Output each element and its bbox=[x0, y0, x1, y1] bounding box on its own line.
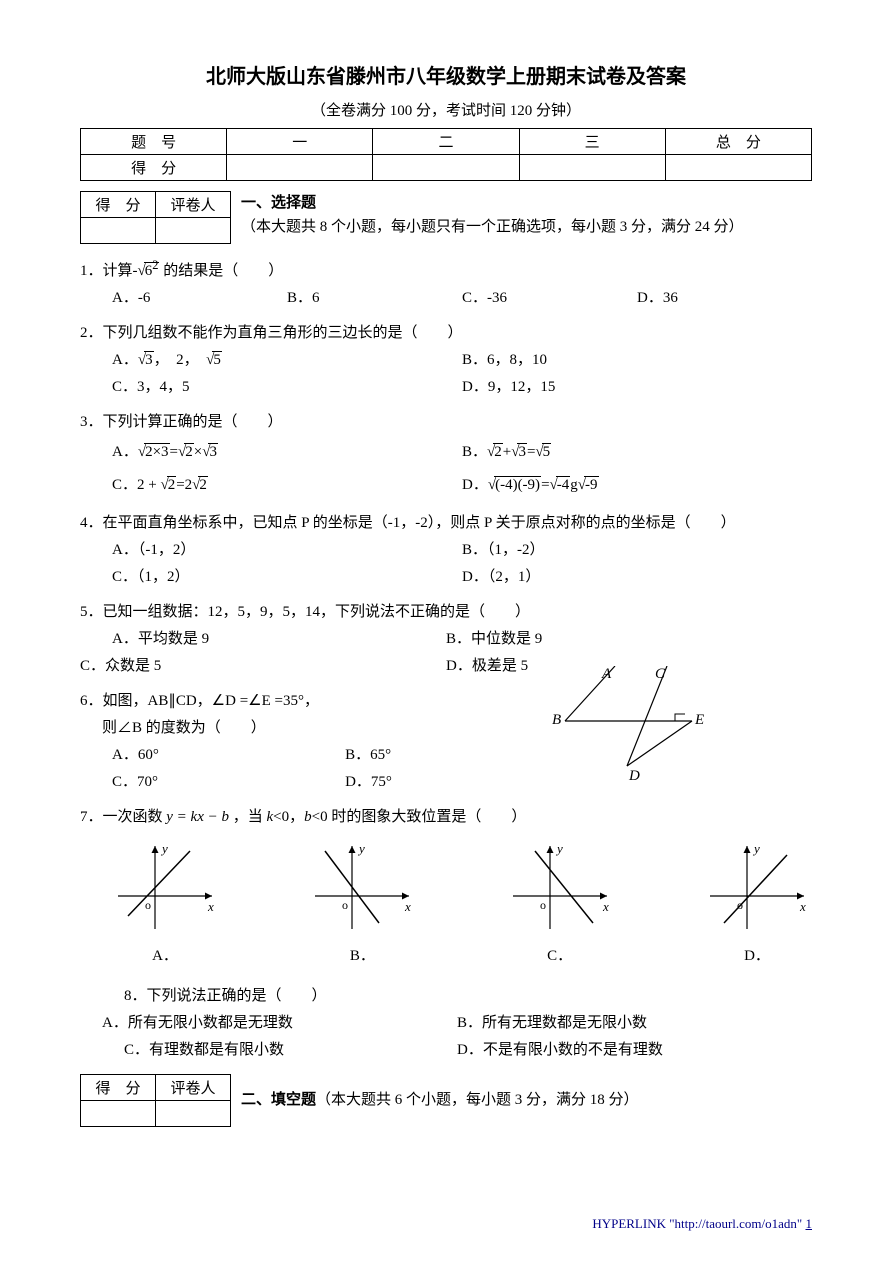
section2-label: 二、填空题 bbox=[241, 1092, 316, 1108]
q7-graph-A: x y o A． bbox=[110, 841, 220, 970]
question-1: 1．计算-62 的结果是（ ） A．-6 B．6 C．-36 D．36 bbox=[80, 254, 812, 312]
svg-text:x: x bbox=[207, 899, 214, 914]
grader2-cell bbox=[81, 1101, 156, 1127]
q4-A: A．（-1，2） bbox=[112, 537, 462, 564]
score-header-2: 二 bbox=[373, 129, 519, 155]
q5-A: A．平均数是 9 bbox=[80, 626, 446, 653]
score-header-0: 题 号 bbox=[81, 129, 227, 155]
svg-text:o: o bbox=[540, 898, 546, 912]
q3-stem: 3．下列计算正确的是（ ） bbox=[80, 409, 812, 436]
q3-B: B．2+3=5 bbox=[462, 436, 812, 469]
grader2-h2: 评卷人 bbox=[156, 1075, 231, 1101]
q2-C: C．3，4，5 bbox=[112, 374, 462, 401]
q1-B: B．6 bbox=[287, 285, 462, 312]
q2-B: B．6，8，10 bbox=[462, 347, 812, 374]
q1-stem2: 的结果是（ ） bbox=[159, 263, 283, 279]
question-7: 7．一次函数 y = kx − b ，当 k<0，b<0 时的图象大致位置是（ … bbox=[80, 804, 812, 975]
grader-cell bbox=[81, 218, 156, 244]
q7-graph-D: x y o D． bbox=[702, 841, 812, 970]
q2-D: D．9，12，15 bbox=[462, 374, 812, 401]
q8-D: D．不是有限小数的不是有理数 bbox=[457, 1037, 812, 1064]
footer: HYPERLINK "http://taourl.com/o1adn" 1 bbox=[592, 1216, 812, 1232]
q2-A: A．3， 2， 5 bbox=[112, 347, 462, 374]
q6-D: D．75° bbox=[345, 769, 578, 796]
q8-stem: 8．下列说法正确的是（ ） bbox=[80, 983, 812, 1010]
q4-D: D．（2，1） bbox=[462, 564, 812, 591]
svg-text:x: x bbox=[404, 899, 411, 914]
q3-D: D．(-4)(-9)=-4g-9 bbox=[462, 469, 812, 502]
q5-C: C．众数是 5 bbox=[80, 653, 446, 680]
score-header-1: 一 bbox=[227, 129, 373, 155]
svg-text:A: A bbox=[601, 666, 612, 682]
q8-B: B．所有无理数都是无限小数 bbox=[457, 1010, 812, 1037]
q5-B: B．中位数是 9 bbox=[446, 626, 812, 653]
svg-text:o: o bbox=[737, 898, 743, 912]
footer-text: HYPERLINK "http://taourl.com/o1adn" bbox=[592, 1216, 805, 1231]
svg-text:D: D bbox=[628, 768, 640, 784]
svg-text:x: x bbox=[799, 899, 806, 914]
q1-C: C．-36 bbox=[462, 285, 637, 312]
grader2-cell bbox=[156, 1101, 231, 1127]
q6-A: A．60° bbox=[112, 742, 345, 769]
q7-graph-B: x y o B． bbox=[307, 841, 417, 970]
score-cell bbox=[227, 155, 373, 181]
svg-text:y: y bbox=[160, 841, 168, 856]
q4-stem: 4．在平面直角坐标系中，已知点 P 的坐标是（-1，-2），则点 P 关于原点对… bbox=[80, 510, 812, 537]
page-title: 北师大版山东省滕州市八年级数学上册期末试卷及答案 bbox=[80, 60, 812, 89]
score-cell bbox=[665, 155, 811, 181]
q6-C: C．70° bbox=[112, 769, 345, 796]
score-table: 题 号 一 二 三 总 分 得 分 bbox=[80, 128, 812, 181]
q2-stem: 2．下列几组数不能作为直角三角形的三边长的是（ ） bbox=[80, 320, 812, 347]
svg-text:y: y bbox=[752, 841, 760, 856]
q7-D-label: D． bbox=[702, 943, 812, 970]
q6-B: B．65° bbox=[345, 742, 578, 769]
question-6: A C B E D 6．如图，AB∥CD，∠D =∠E =35°， 则∠B 的度… bbox=[80, 688, 812, 796]
q7-stem: 7．一次函数 y = kx − b ，当 k<0，b<0 时的图象大致位置是（ … bbox=[80, 804, 812, 831]
svg-text:B: B bbox=[552, 712, 561, 728]
svg-text:E: E bbox=[694, 712, 704, 728]
svg-text:C: C bbox=[655, 666, 666, 682]
subtitle: （全卷满分 100 分，考试时间 120 分钟） bbox=[80, 99, 812, 120]
q7-graph-C: x y o C． bbox=[505, 841, 615, 970]
q7-B-label: B． bbox=[307, 943, 417, 970]
question-3: 3．下列计算正确的是（ ） A．2×3=2×3 B．2+3=5 C．2 + 2=… bbox=[80, 409, 812, 502]
q3-A: A．2×3=2×3 bbox=[112, 436, 462, 469]
section2-desc: （本大题共 6 个小题，每小题 3 分，满分 18 分） bbox=[316, 1092, 639, 1108]
grader-table-2: 得 分 评卷人 bbox=[80, 1074, 231, 1127]
q6-figure: A C B E D bbox=[547, 666, 712, 784]
score-cell bbox=[519, 155, 665, 181]
svg-text:o: o bbox=[342, 898, 348, 912]
svg-text:o: o bbox=[145, 898, 151, 912]
question-2: 2．下列几组数不能作为直角三角形的三边长的是（ ） A．3， 2， 5 B．6，… bbox=[80, 320, 812, 401]
q7-C-label: C． bbox=[505, 943, 615, 970]
svg-text:x: x bbox=[602, 899, 609, 914]
q1-A: A．-6 bbox=[112, 285, 287, 312]
grader-cell bbox=[156, 218, 231, 244]
q5-stem: 5．已知一组数据：12，5，9，5，14，下列说法不正确的是（ ） bbox=[80, 599, 812, 626]
q4-C: C．（1，2） bbox=[112, 564, 462, 591]
question-8: 8．下列说法正确的是（ ） A．所有无限小数都是无理数 B．所有无理数都是无限小… bbox=[80, 983, 812, 1064]
score-header-4: 总 分 bbox=[665, 129, 811, 155]
grader-h1: 得 分 bbox=[81, 192, 156, 218]
grader-table: 得 分 评卷人 bbox=[80, 191, 231, 244]
section1-desc: （本大题共 8 个小题，每小题只有一个正确选项，每小题 3 分，满分 24 分） bbox=[241, 219, 744, 235]
q7-A-label: A． bbox=[110, 943, 220, 970]
svg-text:y: y bbox=[357, 841, 365, 856]
score-header-3: 三 bbox=[519, 129, 665, 155]
grader2-h1: 得 分 bbox=[81, 1075, 156, 1101]
section1-label: 一、选择题 bbox=[241, 195, 316, 211]
grader-h2: 评卷人 bbox=[156, 192, 231, 218]
q8-A: A．所有无限小数都是无理数 bbox=[102, 1010, 457, 1037]
footer-page: 1 bbox=[806, 1216, 813, 1231]
question-4: 4．在平面直角坐标系中，已知点 P 的坐标是（-1，-2），则点 P 关于原点对… bbox=[80, 510, 812, 591]
q1-D: D．36 bbox=[637, 285, 812, 312]
q8-C: C．有理数都是有限小数 bbox=[102, 1037, 457, 1064]
q3-C: C．2 + 2=22 bbox=[112, 469, 462, 502]
q4-B: B．（1，-2） bbox=[462, 537, 812, 564]
q1-stem: 1．计算- bbox=[80, 263, 138, 279]
svg-text:y: y bbox=[555, 841, 563, 856]
score-row2-label: 得 分 bbox=[81, 155, 227, 181]
score-cell bbox=[373, 155, 519, 181]
